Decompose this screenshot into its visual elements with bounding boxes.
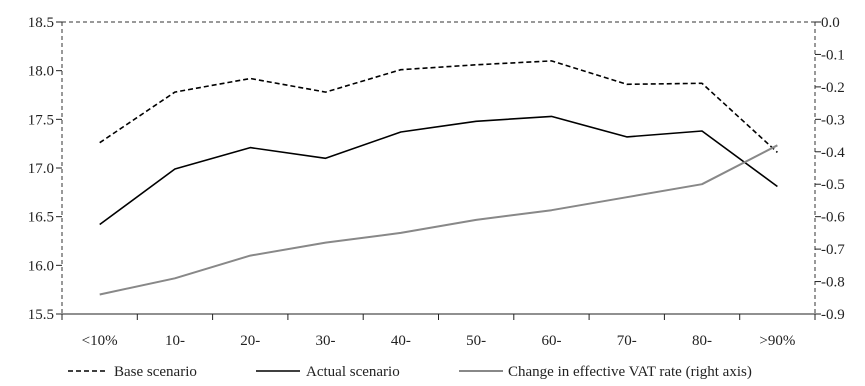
- legend-label: Change in effective VAT rate (right axis…: [508, 364, 752, 380]
- y-right-tick-label: -0.9: [821, 307, 845, 323]
- y-right-tick-label: -0.5: [821, 177, 845, 193]
- axes: 15.5 16.0 16.5 17.0 17.5 18.0 18.5 -0.9 -0.8 -0.7…: [28, 15, 845, 349]
- y-left-tick-label: 18.5: [28, 15, 54, 31]
- x-tick-label: <10%: [82, 333, 118, 349]
- legend-label: Base scenario: [114, 364, 197, 380]
- plot-frame: [61, 21, 816, 315]
- y-right-tick-label: -0.4: [821, 145, 845, 161]
- y-right-tick-label: -0.6: [821, 210, 845, 226]
- y-left-tick-label: 16.0: [28, 258, 54, 274]
- y-right-tick-label: -0.2: [821, 80, 845, 96]
- x-tick-label: 10-: [165, 333, 185, 349]
- x-tick-label: 50-: [466, 333, 486, 349]
- y-right-tick-label: 0.0: [821, 15, 840, 31]
- series-lines: [99, 60, 778, 296]
- x-tick-label: 70-: [617, 333, 637, 349]
- y-left-tick-label: 18.0: [28, 64, 54, 80]
- legend: Base scenario Actual scenario Change in ef…: [68, 364, 752, 380]
- x-tick-label: 30-: [316, 333, 336, 349]
- legend-label: Actual scenario: [306, 364, 400, 380]
- x-tick-label: 60-: [541, 333, 561, 349]
- y-left-tick-label: 17.0: [28, 161, 54, 177]
- y-right-tick-label: -0.8: [821, 275, 845, 291]
- y-right-tick-label: -0.7: [821, 242, 845, 258]
- y-left-tick-label: 17.5: [28, 112, 54, 128]
- y-right-tick-label: -0.1: [821, 47, 845, 63]
- x-tick-label: >90%: [759, 333, 795, 349]
- y-left-tick-label: 15.5: [28, 307, 54, 323]
- y-right-tick-label: -0.3: [821, 112, 845, 128]
- actual-scenario-line: [99, 115, 778, 226]
- base-scenario-line: [99, 60, 778, 153]
- y-left-tick-label: 16.5: [28, 210, 54, 226]
- x-tick-label: 20-: [240, 333, 260, 349]
- x-tick-label: 80-: [692, 333, 712, 349]
- vat-rate-change-line: [99, 144, 778, 296]
- x-tick-label: 40-: [391, 333, 411, 349]
